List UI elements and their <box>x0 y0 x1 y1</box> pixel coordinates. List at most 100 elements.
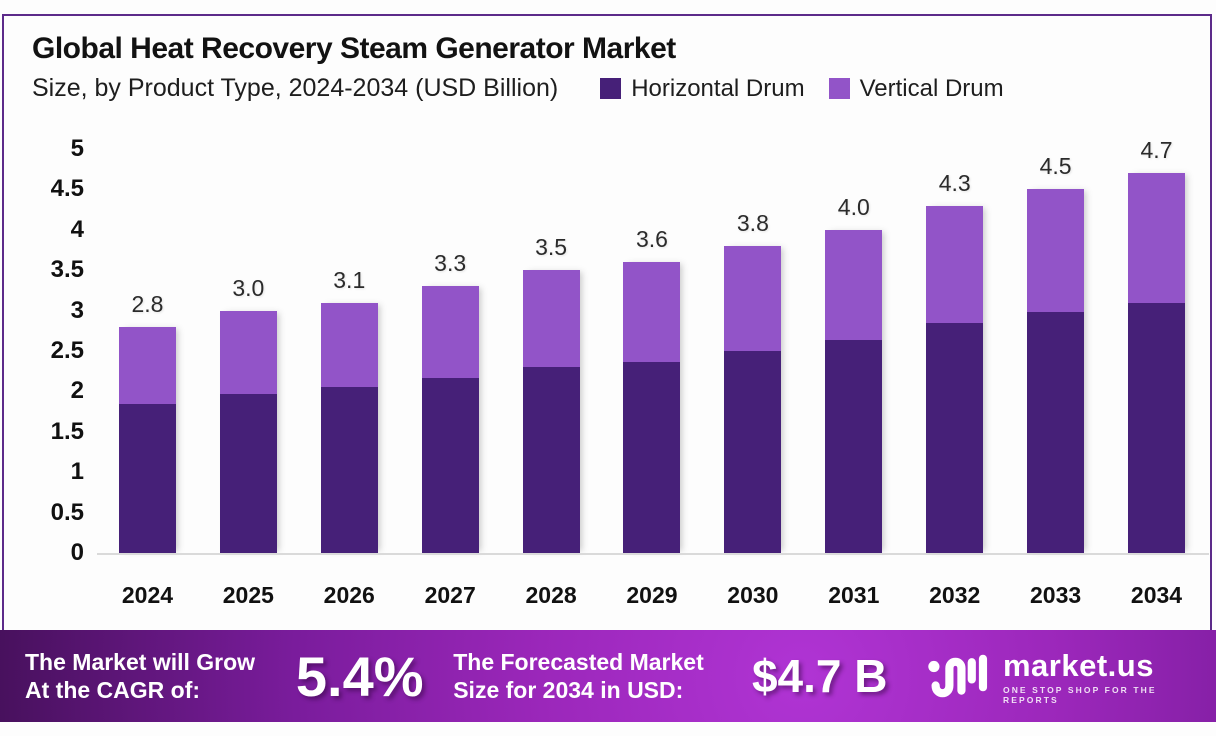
bar-stack-2034 <box>1128 173 1186 553</box>
x-tick-label-2024: 2024 <box>121 582 174 608</box>
cagr-label-line1: The Market will Grow <box>25 648 256 675</box>
cagr-value: 5.4% <box>295 644 424 708</box>
x-axis-line <box>97 553 1209 555</box>
plot-area: 2.8 3.0 3.1 3.3 3.5 3.6 3.8 4.0 4.3 4.5 4.7 <box>97 137 1207 553</box>
bar-segment-vertical-drum-2026 <box>320 302 378 388</box>
chart-subtitle: Size, by Product Type, 2024-2034 (USD Bi… <box>32 74 559 102</box>
bar-group-2031: 4.0 <box>803 149 904 553</box>
bar-segment-horizontal-drum-2032 <box>926 322 984 553</box>
bar-segment-horizontal-drum-2033 <box>1027 312 1085 553</box>
subtitle-row: Size, by Product Type, 2024-2034 (USD Bi… <box>32 74 1192 103</box>
y-tick-label: 1.5 <box>50 417 84 445</box>
y-tick-label: 2.5 <box>50 337 84 364</box>
x-tick-label-2030: 2030 <box>727 582 779 608</box>
x-tick-label-2032: 2032 <box>929 582 981 608</box>
bar-segment-vertical-drum-2031 <box>825 229 883 340</box>
bar-segment-vertical-drum-2034 <box>1128 173 1186 303</box>
bar-stack-2028 <box>522 270 580 553</box>
bar-group-2034: 4.7 <box>1106 137 1207 553</box>
bottom-banner: The Market will Grow At the CAGR of: 5.4… <box>0 630 1216 722</box>
bar-stack-2024 <box>118 326 176 553</box>
bar-total-label-2024: 2.8 <box>131 290 164 317</box>
bar-group-2030: 3.8 <box>702 149 803 553</box>
x-tick-label-2034: 2034 <box>1130 582 1183 608</box>
bar-segment-horizontal-drum-2034 <box>1128 302 1186 553</box>
legend-item-vertical-drum: Vertical Drum <box>828 74 1004 103</box>
bar-group-2025: 3.0 <box>198 149 299 553</box>
marketus-logo-icon <box>928 654 988 698</box>
bar-segment-vertical-drum-2032 <box>926 205 984 323</box>
bar-stack-2030 <box>724 245 782 553</box>
logo-text: market.us <box>1002 647 1154 683</box>
bar-total-label-2031: 4.0 <box>837 193 870 220</box>
page-title: Global Heat Recovery Steam Generator Mar… <box>32 32 676 65</box>
bar-stack-2027 <box>421 286 479 553</box>
x-axis: 2024 2025 2026 2027 2028 2029 2030 2031 2032 2033… <box>97 582 1207 609</box>
y-tick-label: 0 <box>70 539 84 566</box>
bar-segment-horizontal-drum-2027 <box>421 377 479 553</box>
bar-group-2027: 3.3 <box>400 149 501 553</box>
bars-row: 2.8 3.0 3.1 3.3 3.5 3.6 3.8 4.0 4.3 4.5 4.7 <box>97 137 1207 553</box>
bar-stack-2032 <box>926 205 984 553</box>
x-tick-label-2026: 2026 <box>323 582 375 608</box>
legend-label: Vertical Drum <box>859 74 1004 102</box>
bar-total-label-2027: 3.3 <box>434 250 467 277</box>
forecast-label-line2: Size for 2034 in USD: <box>453 677 684 703</box>
bar-segment-horizontal-drum-2028 <box>522 367 580 553</box>
x-tick-label-2031: 2031 <box>828 582 880 608</box>
y-tick-label: 2 <box>70 377 84 405</box>
legend-item-horizontal-drum: Horizontal Drum <box>600 74 805 103</box>
x-tick-label-2029: 2029 <box>626 582 678 608</box>
bar-group-2033: 4.5 <box>1005 149 1106 553</box>
chart-frame: Global Heat Recovery Steam Generator Mar… <box>2 14 1212 630</box>
y-tick-label: 3.5 <box>50 256 84 284</box>
bar-total-label-2030: 3.8 <box>736 209 769 236</box>
logo-text-wrap: market.us ONE STOP SHOP FOR THE REPORTS <box>1003 648 1216 705</box>
bar-total-label-2034: 4.7 <box>1140 137 1173 164</box>
x-tick-label-2028: 2028 <box>525 582 577 608</box>
bar-total-label-2025: 3.0 <box>232 274 265 301</box>
y-tick-label: 0.5 <box>50 498 84 526</box>
bar-segment-vertical-drum-2033 <box>1027 189 1085 313</box>
y-axis: 5 4.5 4 3.5 3 2.5 2 1.5 1 0.5 0 <box>14 135 84 566</box>
bar-segment-vertical-drum-2027 <box>421 286 479 378</box>
bar-total-label-2033: 4.5 <box>1039 153 1072 180</box>
bar-segment-horizontal-drum-2029 <box>623 361 681 553</box>
cagr-label-line2: At the CAGR of: <box>25 677 201 703</box>
bar-segment-vertical-drum-2024 <box>118 326 176 404</box>
bar-total-label-2032: 4.3 <box>938 169 971 196</box>
forecast-value: $4.7 B <box>751 650 888 702</box>
bar-segment-vertical-drum-2029 <box>623 262 681 362</box>
legend-swatch-vertical-drum <box>828 78 850 99</box>
bar-group-2024: 2.8 <box>97 149 198 553</box>
bar-stack-2029 <box>623 262 681 553</box>
bar-stack-2025 <box>219 310 277 553</box>
bar-total-label-2026: 3.1 <box>333 266 366 293</box>
bar-segment-horizontal-drum-2026 <box>320 387 378 553</box>
bar-stack-2031 <box>825 229 883 553</box>
bar-segment-horizontal-drum-2030 <box>724 351 782 553</box>
x-tick-label-2025: 2025 <box>222 582 274 608</box>
forecast-label-line1: The Forecasted Market <box>453 648 704 675</box>
legend-label: Horizontal Drum <box>631 74 805 102</box>
y-tick-label: 4.5 <box>50 175 84 203</box>
cagr-label: The Market will Grow At the CAGR of: <box>25 648 296 704</box>
bar-group-2028: 3.5 <box>501 149 602 553</box>
logo-tagline: ONE STOP SHOP FOR THE REPORTS <box>1002 684 1157 705</box>
bar-total-label-2028: 3.5 <box>535 234 568 261</box>
bar-segment-vertical-drum-2025 <box>219 310 277 394</box>
x-tick-label-2027: 2027 <box>424 582 476 608</box>
y-tick-label: 4 <box>70 215 84 243</box>
bar-segment-vertical-drum-2028 <box>522 270 580 368</box>
x-tick-label-2033: 2033 <box>1030 582 1082 608</box>
bar-stack-2033 <box>1027 189 1085 553</box>
y-tick-label: 1 <box>70 458 84 486</box>
bar-group-2026: 3.1 <box>299 149 400 553</box>
chart-legend: Horizontal Drum Vertical Drum <box>576 74 1004 103</box>
bar-group-2029: 3.6 <box>602 149 703 553</box>
forecast-label: The Forecasted Market Size for 2034 in U… <box>453 648 752 704</box>
bar-segment-horizontal-drum-2031 <box>825 339 883 553</box>
y-tick-label: 5 <box>70 135 84 162</box>
bar-total-label-2029: 3.6 <box>635 226 668 253</box>
